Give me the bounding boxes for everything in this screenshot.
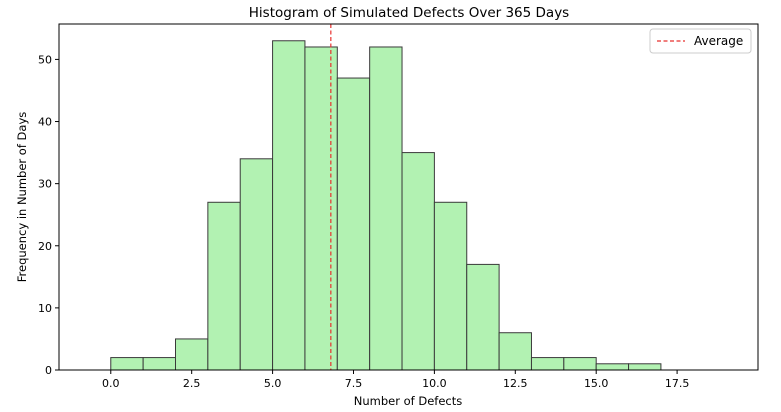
y-axis-ticks: 0 10 20 30 40 50 [38, 53, 59, 377]
histogram-bar-0 [110, 357, 144, 371]
x-tick-label: 5.0 [264, 377, 282, 390]
histogram-bar-8 [369, 46, 403, 371]
x-axis-ticks: 0.0 2.5 5.0 7.5 10.0 12.5 15.0 17.5 [102, 370, 689, 390]
histogram-bar-15 [595, 363, 630, 371]
histogram-bar-2 [175, 338, 209, 371]
histogram-bar-1 [142, 357, 176, 371]
histogram-bar-10 [433, 201, 468, 371]
bars-group [110, 40, 662, 371]
y-tick-label: 0 [45, 364, 52, 377]
x-tick-label: 10.0 [422, 377, 447, 390]
plot-frame [58, 23, 759, 371]
x-tick-label: 2.5 [183, 377, 201, 390]
x-tick-label: 7.5 [345, 377, 363, 390]
x-tick-label: 15.0 [584, 377, 609, 390]
histogram-bar-5 [272, 40, 306, 371]
chart-title: Histogram of Simulated Defects Over 365 … [249, 5, 569, 21]
y-tick-label: 40 [38, 116, 52, 129]
x-tick-label: 17.5 [665, 377, 690, 390]
y-tick-label: 30 [38, 178, 52, 191]
histogram-bar-12 [498, 332, 532, 371]
y-axis-label: Frequency in Number of Days [15, 112, 29, 283]
legend: Average [649, 28, 752, 54]
histogram-bar-14 [563, 357, 597, 371]
y-tick-label: 20 [38, 240, 52, 253]
histogram-bar-16 [628, 363, 662, 371]
y-tick-label: 10 [38, 302, 52, 315]
histogram-bar-7 [336, 77, 371, 371]
histogram-bar-4 [239, 158, 274, 371]
histogram-bar-9 [401, 152, 435, 371]
x-axis-label: Number of Defects [354, 394, 462, 408]
histogram-bar-13 [530, 357, 565, 371]
histogram-bar-6 [304, 46, 338, 371]
x-tick-label: 12.5 [503, 377, 528, 390]
histogram-bar-11 [466, 263, 500, 371]
legend-box [649, 28, 752, 54]
histogram-bar-3 [207, 201, 241, 371]
y-tick-label: 50 [38, 53, 52, 66]
legend-average-label: Average [694, 34, 743, 48]
x-tick-label: 0.0 [102, 377, 120, 390]
